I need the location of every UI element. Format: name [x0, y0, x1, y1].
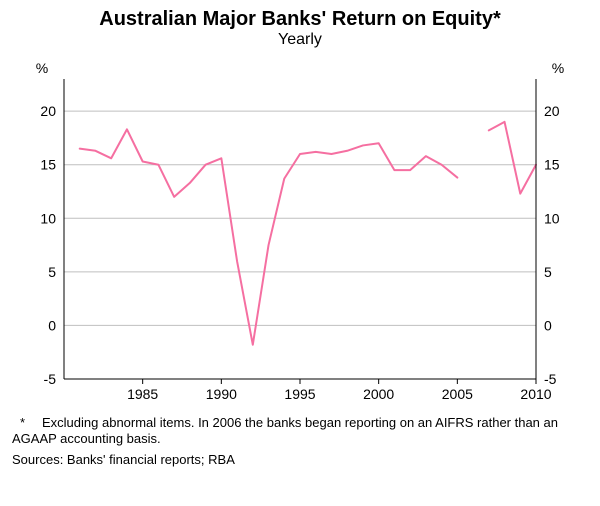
- svg-text:0: 0: [544, 317, 552, 333]
- svg-text:2010: 2010: [520, 386, 551, 402]
- svg-text:1985: 1985: [127, 386, 158, 402]
- chart-title: Australian Major Banks' Return on Equity…: [12, 8, 588, 31]
- svg-text:20: 20: [544, 103, 560, 119]
- svg-text:-5: -5: [44, 371, 57, 387]
- svg-text:5: 5: [48, 264, 56, 280]
- footnote-marker: *: [12, 415, 42, 431]
- sources: Sources: Banks' financial reports; RBA: [12, 452, 588, 468]
- svg-text:1990: 1990: [206, 386, 237, 402]
- svg-text:2000: 2000: [363, 386, 394, 402]
- chart-subtitle: Yearly: [12, 31, 588, 49]
- line-chart-svg: -5 -5 0 0 5 5 10 10 15 15 20 20 1985 1990 1995 2000 2005…: [12, 51, 588, 411]
- svg-text:20: 20: [40, 103, 56, 119]
- svg-text:15: 15: [544, 157, 560, 173]
- footnote-text: Excluding abnormal items. In 2006 the ba…: [12, 415, 558, 446]
- footnote: *Excluding abnormal items. In 2006 the b…: [12, 415, 588, 448]
- svg-text:15: 15: [40, 157, 56, 173]
- svg-text:-5: -5: [544, 371, 557, 387]
- svg-text:%: %: [36, 60, 48, 76]
- svg-text:10: 10: [40, 210, 56, 226]
- svg-text:2005: 2005: [442, 386, 473, 402]
- chart-area: -5 -5 0 0 5 5 10 10 15 15 20 20 1985 1990 1995 2000 2005…: [12, 51, 588, 411]
- svg-text:1995: 1995: [284, 386, 315, 402]
- svg-text:%: %: [552, 60, 564, 76]
- svg-text:10: 10: [544, 210, 560, 226]
- svg-text:5: 5: [544, 264, 552, 280]
- svg-text:0: 0: [48, 317, 56, 333]
